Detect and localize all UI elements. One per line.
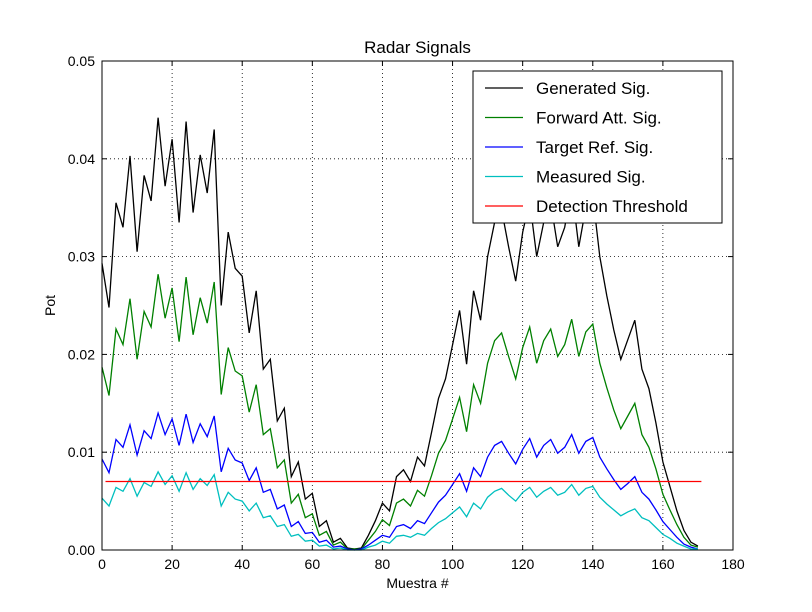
x-tick-label: 140 (581, 556, 605, 572)
series-line-measured-sig (101, 470, 698, 551)
x-tick-label: 80 (375, 556, 391, 572)
y-tick-labels: 0.00 0.01 0.02 0.03 0.04 0.05 (68, 53, 95, 558)
y-tick-label: 0.03 (68, 249, 95, 265)
legend-label-generated-sig: Generated Sig. (536, 79, 650, 98)
grid-lines (102, 61, 733, 550)
legend-box (472, 70, 723, 224)
legend: Generated Sig. Forward Att. Sig. Target Re… (472, 70, 723, 224)
x-tick-label: 0 (98, 556, 106, 572)
y-axis-title: Pot (42, 295, 58, 316)
y-tick-label: 0.01 (68, 444, 95, 460)
x-tick-label: 100 (441, 556, 465, 572)
x-tick-label: 160 (651, 556, 675, 572)
x-tick-label: 40 (234, 556, 250, 572)
legend-label-target-ref-sig: Target Ref. Sig. (536, 138, 653, 157)
series-line-generated-sig (101, 117, 699, 550)
x-tick-label: 120 (511, 556, 535, 572)
chart-title: Radar Signals (364, 38, 471, 57)
legend-label-forward-att-sig: Forward Att. Sig. (536, 109, 662, 128)
axis-ticks (101, 60, 734, 551)
y-tick-label: 0.04 (68, 151, 95, 167)
y-tick-label: 0.02 (68, 346, 95, 362)
x-tick-label: 60 (305, 556, 321, 572)
y-tick-label: 0.05 (68, 53, 95, 69)
plot-frame (101, 60, 734, 551)
series-line-forward-att-sig (101, 274, 699, 550)
y-tick-label: 0.00 (68, 542, 95, 558)
series-layer (101, 117, 702, 551)
legend-label-measured-sig: Measured Sig. (536, 168, 646, 187)
series-line-target-ref-sig (101, 410, 699, 551)
x-tick-labels: 0 20 40 60 80 100 120 140 160 180 (98, 556, 745, 572)
x-tick-label: 180 (721, 556, 745, 572)
legend-label-detection-threshold: Detection Threshold (536, 197, 688, 216)
x-tick-label: 20 (164, 556, 180, 572)
x-axis-title: Muestra # (386, 575, 448, 591)
